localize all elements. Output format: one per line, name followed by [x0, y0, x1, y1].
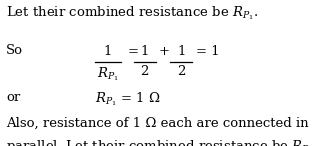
Text: 2: 2 — [177, 65, 185, 78]
Text: 2: 2 — [141, 65, 149, 78]
Text: =: = — [127, 45, 138, 58]
Text: So: So — [6, 44, 23, 57]
Text: $R_{P_1}$: $R_{P_1}$ — [97, 65, 119, 82]
Text: $R_{P_1}$ = 1 Ω: $R_{P_1}$ = 1 Ω — [95, 91, 161, 108]
Text: Let their combined resistance be $R_{P_1}$.: Let their combined resistance be $R_{P_1… — [6, 4, 259, 22]
Text: = 1: = 1 — [196, 45, 219, 58]
Text: or: or — [6, 91, 21, 104]
Text: 1: 1 — [177, 45, 185, 58]
Text: parallel. Let their combined resistance be $R_{P_2}$.: parallel. Let their combined resistance … — [6, 138, 318, 146]
Text: 1: 1 — [104, 45, 112, 58]
Text: Also, resistance of 1 Ω each are connected in: Also, resistance of 1 Ω each are connect… — [6, 117, 309, 130]
Text: 1: 1 — [141, 45, 149, 58]
Text: +: + — [159, 45, 170, 58]
